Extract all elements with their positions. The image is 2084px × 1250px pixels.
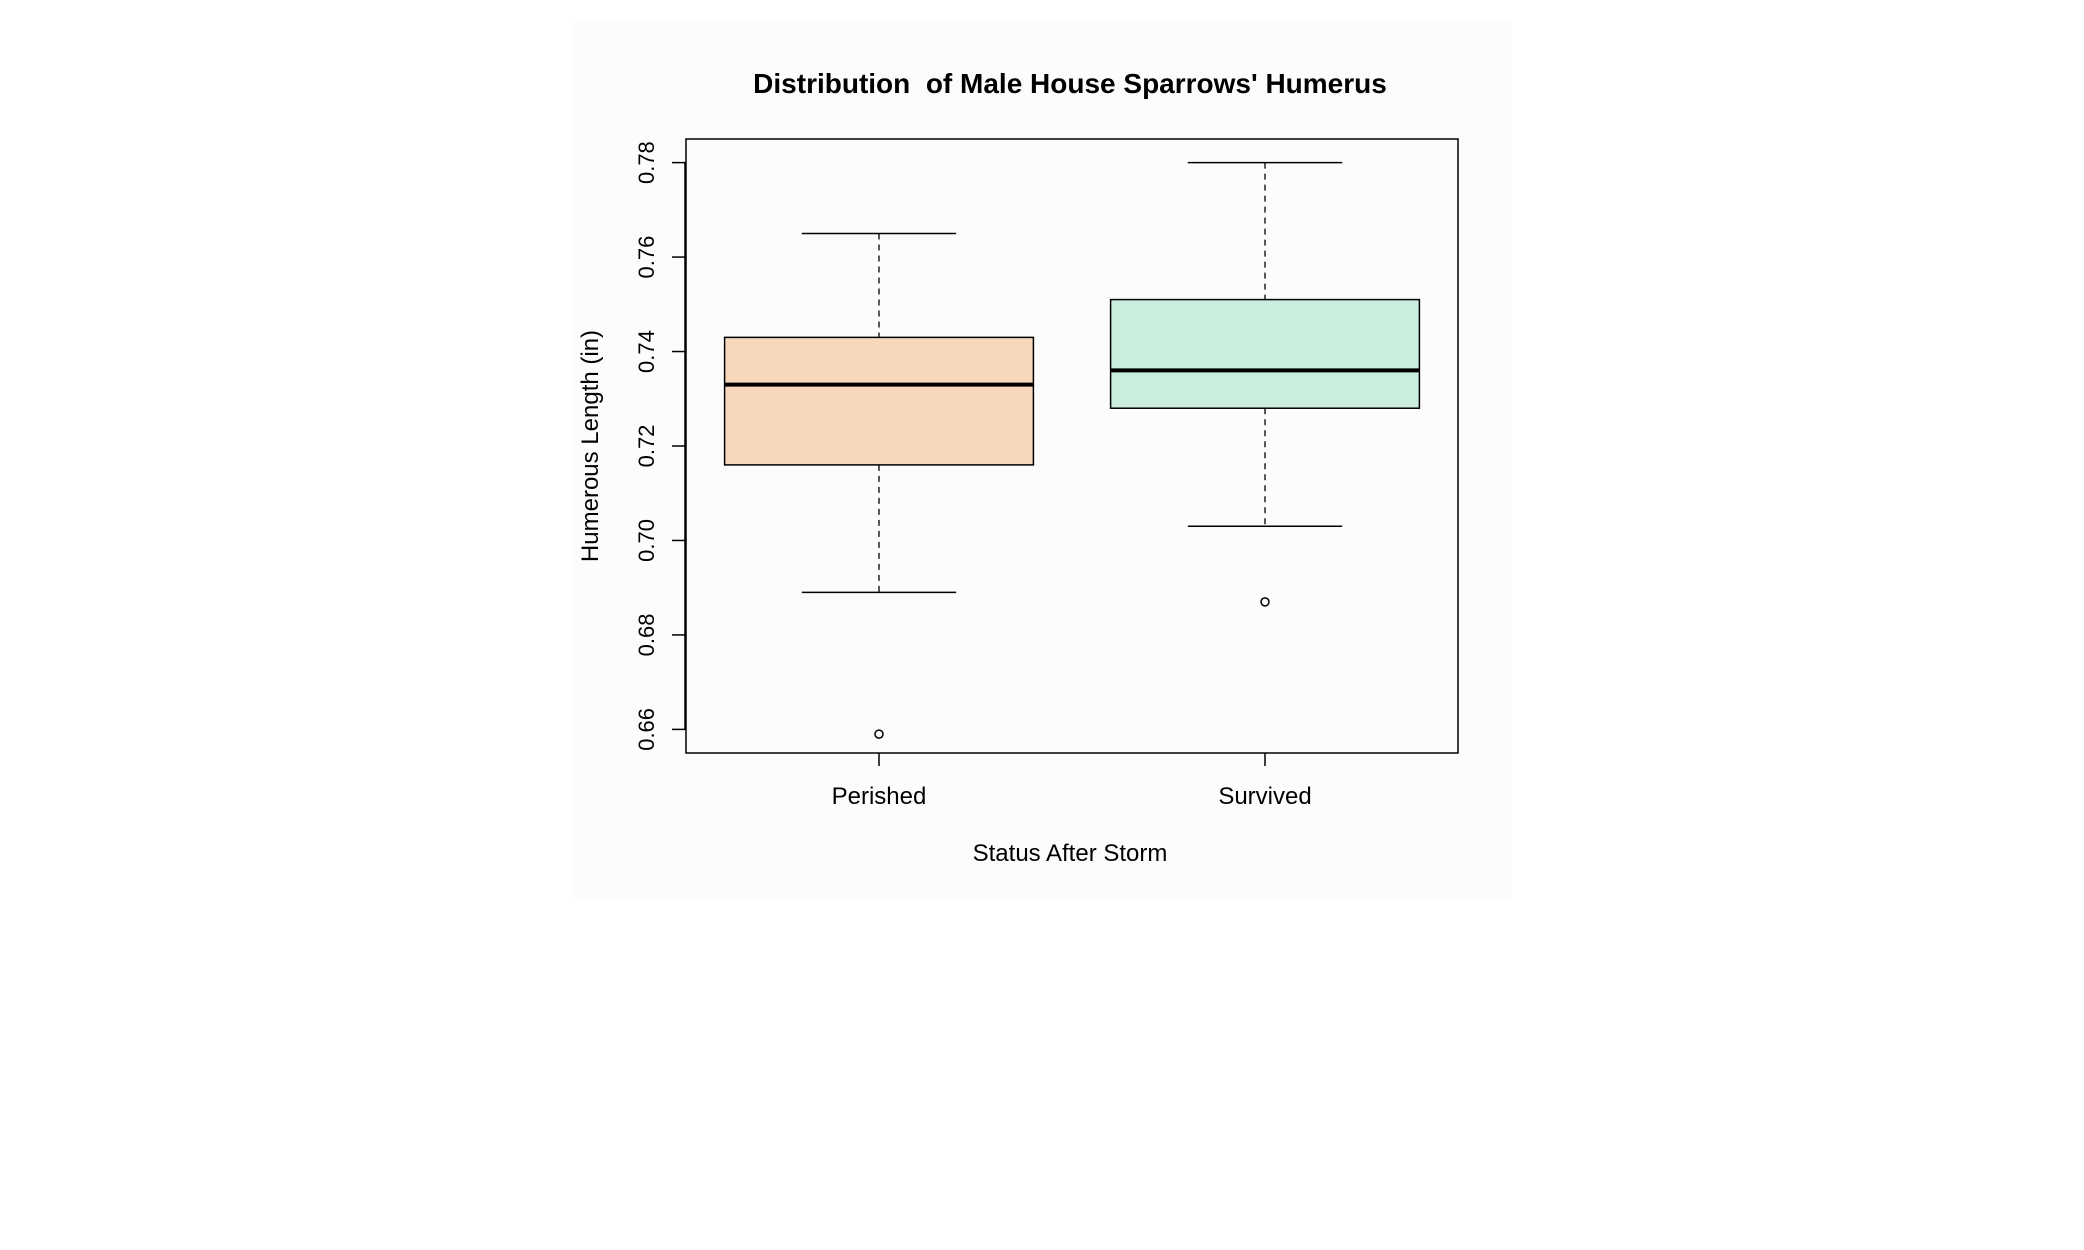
box-survived	[1109, 161, 1421, 607]
y-axis-label: Humerous Length (in)	[577, 330, 604, 562]
iqr-box	[1109, 298, 1421, 409]
box-perished	[723, 232, 1035, 739]
y-tick-label: 0.70	[634, 519, 659, 562]
x-tick-label: Perished	[832, 783, 927, 810]
boxes	[723, 161, 1421, 739]
y-tick-label: 0.76	[634, 236, 659, 279]
plot-canvas-background	[572, 22, 1512, 898]
outlier-point	[874, 729, 884, 739]
y-tick-label: 0.66	[634, 708, 659, 751]
x-axis: Perished Survived	[832, 753, 1312, 810]
outlier-point	[1260, 597, 1270, 607]
chart-title: Distribution of Male House Sparrows' Hum…	[753, 68, 1387, 99]
x-axis-label: Status After Storm	[973, 840, 1168, 867]
y-tick-label: 0.74	[634, 330, 659, 373]
y-tick-label: 0.78	[634, 141, 659, 184]
x-tick-label: Survived	[1218, 783, 1311, 810]
iqr-box	[723, 336, 1035, 466]
y-axis: 0.66 0.68 0.70 0.72 0.74 0.76 0.78	[634, 141, 686, 751]
y-tick-label: 0.72	[634, 425, 659, 468]
y-tick-label: 0.68	[634, 614, 659, 657]
